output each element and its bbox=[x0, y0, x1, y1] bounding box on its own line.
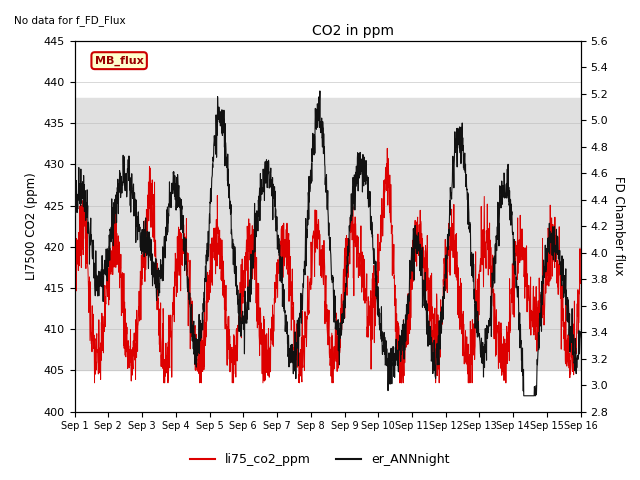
Text: MB_flux: MB_flux bbox=[95, 56, 143, 66]
Bar bbox=[74, 98, 580, 371]
Y-axis label: LI7500 CO2 (ppm): LI7500 CO2 (ppm) bbox=[25, 172, 38, 280]
Title: CO2 in ppm: CO2 in ppm bbox=[312, 24, 394, 38]
Y-axis label: FD Chamber flux: FD Chamber flux bbox=[612, 177, 625, 276]
Text: No data for f_FD_Flux: No data for f_FD_Flux bbox=[14, 15, 125, 26]
Legend: li75_co2_ppm, er_ANNnight: li75_co2_ppm, er_ANNnight bbox=[186, 448, 454, 471]
